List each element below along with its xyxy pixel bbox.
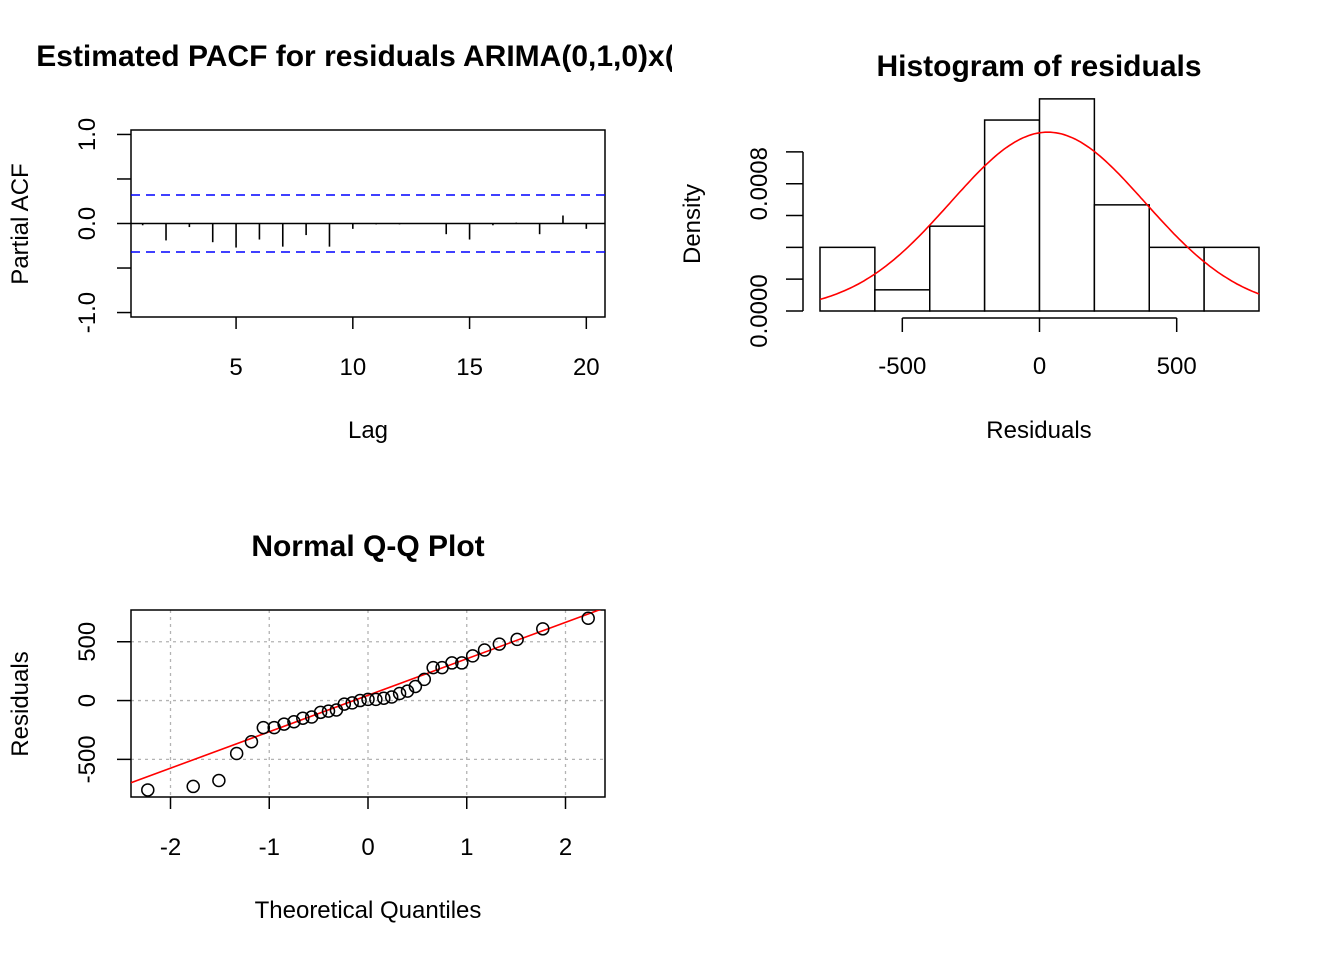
qq-point bbox=[267, 720, 281, 735]
pacf-x-tick-label: 5 bbox=[229, 354, 242, 381]
histogram-xlabel: Residuals bbox=[986, 417, 1091, 444]
qq-point bbox=[296, 711, 310, 725]
qq-point bbox=[369, 692, 383, 707]
qq-point bbox=[392, 686, 407, 701]
histogram-x-tick-label: 0 bbox=[1033, 353, 1046, 380]
qq-point bbox=[345, 696, 359, 710]
qq-point bbox=[384, 690, 399, 704]
qq-panel: Normal Q-Q Plot -2 -1 0 1 2 -500 0 500 Theoreti… bbox=[0, 480, 672, 960]
histogram-y-tick-label: 0.0008 bbox=[746, 147, 773, 220]
qq-point bbox=[287, 714, 301, 729]
qq-title: Normal Q-Q Plot bbox=[251, 530, 484, 563]
qq-point bbox=[244, 734, 259, 749]
qq-point bbox=[445, 656, 459, 670]
pacf-ylabel: Partial ACF bbox=[7, 163, 34, 284]
pacf-panel: Estimated PACF for residuals ARIMA(0,1,0… bbox=[0, 0, 672, 480]
qq-x-tick-label: 0 bbox=[361, 834, 374, 861]
qq-point bbox=[377, 691, 391, 705]
qq-point bbox=[492, 637, 507, 651]
histogram-x-tick-label: 500 bbox=[1157, 353, 1197, 380]
pacf-xlabel: Lag bbox=[348, 417, 388, 444]
qq-x-tick-label: 2 bbox=[559, 834, 572, 861]
histogram-bar bbox=[983, 119, 1041, 312]
pacf-y-tick-label: -1.0 bbox=[74, 292, 101, 333]
histogram-bar bbox=[1093, 204, 1150, 312]
qq-point bbox=[256, 720, 271, 735]
pacf-y-tick-label: 0.0 bbox=[74, 207, 101, 240]
pacf-title: Estimated PACF for residuals ARIMA(0,1,0… bbox=[36, 40, 672, 73]
qq-point bbox=[581, 611, 595, 625]
qq-point bbox=[465, 649, 480, 663]
pacf-chart: Estimated PACF for residuals ARIMA(0,1,0… bbox=[7, 40, 672, 444]
histogram-y-tick-label: 0.0000 bbox=[746, 274, 773, 347]
qq-point bbox=[510, 632, 524, 647]
histogram-bar bbox=[874, 289, 931, 312]
histogram-x-tick-label: -500 bbox=[878, 353, 926, 380]
qq-x-tick-label: 1 bbox=[460, 834, 473, 861]
qq-point bbox=[536, 622, 550, 636]
qq-point bbox=[321, 704, 336, 718]
qq-point bbox=[313, 705, 328, 720]
qq-point bbox=[212, 773, 226, 788]
qq-point bbox=[329, 703, 344, 717]
histogram-bar bbox=[929, 225, 986, 312]
qq-y-tick-label: -500 bbox=[74, 735, 101, 783]
histogram-title: Histogram of residuals bbox=[876, 50, 1201, 83]
pacf-y-tick-label: 1.0 bbox=[74, 118, 101, 151]
histogram-bar bbox=[1148, 246, 1205, 312]
qq-point bbox=[455, 656, 469, 670]
qq-point bbox=[361, 692, 375, 707]
histogram-chart: Histogram of residuals -500 0 500 0.0000 0.0… bbox=[679, 50, 1260, 444]
qq-xlabel: Theoretical Quantiles bbox=[255, 897, 482, 924]
histogram-bar bbox=[1203, 246, 1260, 312]
qq-point bbox=[141, 783, 155, 797]
pacf-x-tick-label: 20 bbox=[573, 354, 600, 381]
qq-ylabel: Residuals bbox=[7, 651, 34, 756]
qq-x-tick-label: -1 bbox=[259, 834, 280, 861]
qq-point bbox=[400, 684, 415, 698]
qq-point bbox=[417, 672, 432, 687]
histogram-ylabel: Density bbox=[679, 184, 706, 264]
histogram-panel: Histogram of residuals -500 0 500 0.0000 0.0… bbox=[672, 0, 1344, 480]
qq-point bbox=[229, 746, 244, 761]
qq-point bbox=[186, 779, 200, 794]
qq-y-tick-label: 0 bbox=[74, 694, 101, 707]
pacf-x-tick-label: 10 bbox=[339, 354, 366, 381]
qq-point bbox=[337, 697, 352, 711]
qq-point bbox=[353, 693, 367, 708]
pacf-x-tick-label: 15 bbox=[456, 354, 483, 381]
normal-density-curve bbox=[819, 131, 1260, 301]
qq-chart: Normal Q-Q Plot -2 -1 0 1 2 -500 0 500 Theoreti… bbox=[7, 530, 606, 924]
qq-point bbox=[477, 643, 492, 657]
histogram-bar bbox=[1038, 98, 1096, 312]
qq-y-tick-label: 500 bbox=[74, 622, 101, 662]
qq-point bbox=[426, 660, 440, 675]
qq-point bbox=[408, 679, 423, 694]
qq-x-tick-label: -2 bbox=[160, 834, 181, 861]
qq-point bbox=[277, 717, 291, 731]
qq-reference-line bbox=[131, 610, 602, 784]
